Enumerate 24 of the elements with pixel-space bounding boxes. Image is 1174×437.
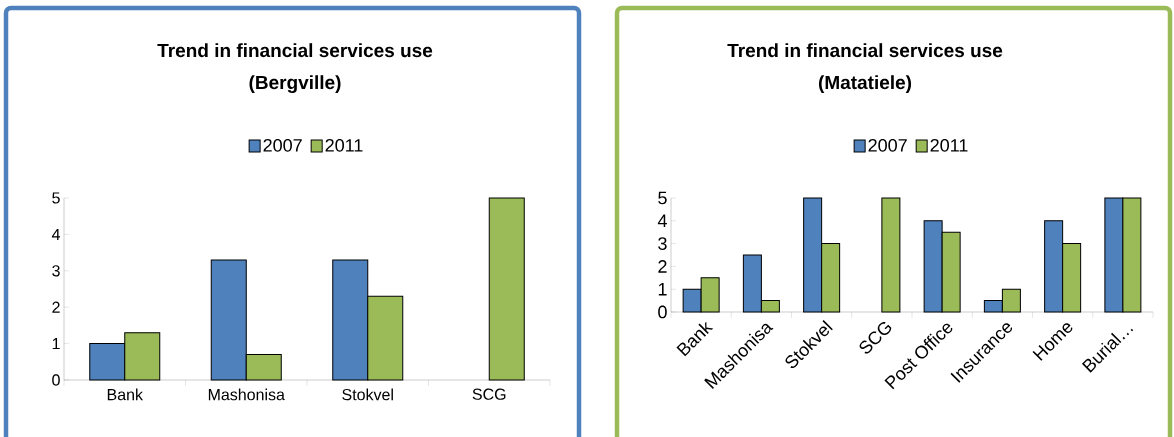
- y-tick-label: 3: [52, 265, 60, 277]
- y-tick-label: 0: [658, 305, 667, 319]
- legend-label: 2011: [930, 138, 968, 152]
- y-tick-label: 0: [52, 374, 60, 386]
- y-tick-label: 1: [658, 283, 667, 296]
- x-tick-label: Stokvel: [342, 388, 393, 401]
- x-tick-label: SCG: [472, 388, 506, 400]
- x-tick-label: Bank: [107, 388, 143, 401]
- legend-label: 2007: [868, 138, 907, 152]
- y-tick-label: 1: [52, 338, 60, 350]
- chart-title: Trend in financial services use (Matatiele): [727, 43, 1003, 93]
- y-tick-label: 2: [658, 260, 667, 273]
- y-tick-label: 2: [52, 301, 60, 313]
- chart-title: Trend in financial services use (Bergville): [157, 43, 433, 93]
- x-tick-label: Mashonisa: [208, 388, 285, 401]
- y-tick-label: 3: [658, 237, 667, 250]
- y-tick-label: 5: [52, 192, 60, 204]
- legend-label: 2011: [325, 138, 363, 152]
- bar: [881, 197, 901, 313]
- legend-label: 2007: [263, 138, 302, 152]
- y-tick-label: 4: [51, 228, 60, 240]
- bar: [488, 197, 525, 381]
- y-tick-label: 5: [658, 191, 667, 205]
- y-tick-label: 4: [657, 214, 667, 227]
